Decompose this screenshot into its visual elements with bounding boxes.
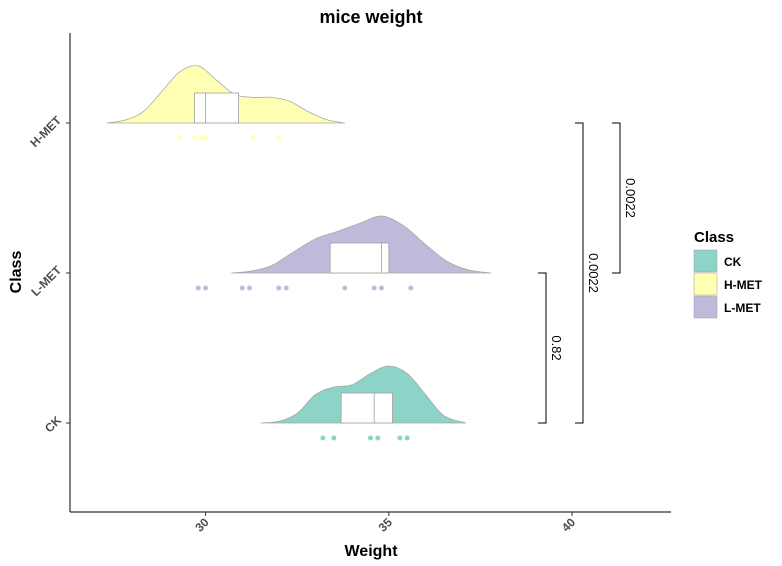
x-axis-title: Weight: [344, 543, 398, 560]
x-tick-label: 35: [376, 515, 396, 535]
point-ck: [397, 435, 403, 441]
point-h-met: [203, 135, 209, 141]
plot-area: [106, 65, 492, 441]
legend-label-h-met: H-MET: [724, 278, 763, 292]
legend-label-l-met: L-MET: [724, 301, 761, 315]
box-ck: [340, 392, 393, 424]
point-l-met: [342, 285, 348, 291]
point-l-met: [283, 285, 289, 291]
point-l-met: [195, 285, 201, 291]
y-tick-label-ck: CK: [42, 413, 64, 435]
significance-brackets: 0.82 0.0022 0.0022: [538, 122, 638, 424]
x-tick-label: 40: [559, 515, 579, 535]
bracket-line: [538, 272, 547, 424]
bracket-line: [612, 122, 621, 274]
legend-label-ck: CK: [724, 255, 742, 269]
legend-title: Class: [694, 229, 734, 246]
point-h-met: [276, 135, 282, 141]
point-ck: [368, 435, 373, 441]
box-h-met: [194, 92, 239, 124]
legend-swatch-l-met: [693, 295, 718, 319]
point-h-met: [177, 135, 183, 141]
y-axis-title: Class: [8, 251, 25, 294]
point-l-met: [408, 285, 414, 291]
y-tick-label-h-met: H-MET: [27, 113, 64, 150]
point-l-met: [371, 285, 377, 291]
point-ck: [375, 435, 381, 441]
bracket-line: [575, 122, 584, 424]
group-ck: [260, 365, 466, 441]
point-ck: [320, 435, 326, 441]
point-l-met: [239, 285, 245, 291]
p-value-label: 0.0022: [623, 178, 638, 218]
point-l-met: [378, 285, 384, 291]
legend-swatch-ck: [693, 249, 718, 273]
y-axis-ticks: CK L-MET H-MET: [27, 113, 70, 435]
point-ck: [404, 435, 410, 441]
chart-title: mice weight: [319, 7, 422, 27]
point-h-met: [250, 135, 256, 141]
x-tick-label: 30: [192, 515, 212, 535]
y-tick-label-l-met: L-MET: [28, 263, 64, 299]
bracket-l-met-vs-h-met: 0.0022: [612, 122, 638, 274]
p-value-label: 0.82: [549, 335, 564, 360]
legend-swatch-h-met: [693, 272, 718, 296]
p-value-label: 0.0022: [586, 253, 601, 293]
box-l-met: [329, 242, 390, 274]
point-h-met: [199, 135, 205, 141]
group-h-met: [106, 65, 345, 141]
legend: Class CK H-MET L-MET: [693, 229, 763, 319]
point-h-met: [192, 135, 198, 141]
bracket-ck-vs-l-met: 0.82: [538, 272, 564, 424]
point-l-met: [203, 285, 209, 291]
x-axis-ticks: 30 35 40: [192, 512, 578, 535]
bracket-ck-vs-h-met: 0.0022: [575, 122, 601, 424]
group-l-met: [195, 215, 492, 291]
point-l-met: [276, 285, 282, 291]
point-l-met: [247, 285, 253, 291]
point-ck: [331, 435, 337, 441]
